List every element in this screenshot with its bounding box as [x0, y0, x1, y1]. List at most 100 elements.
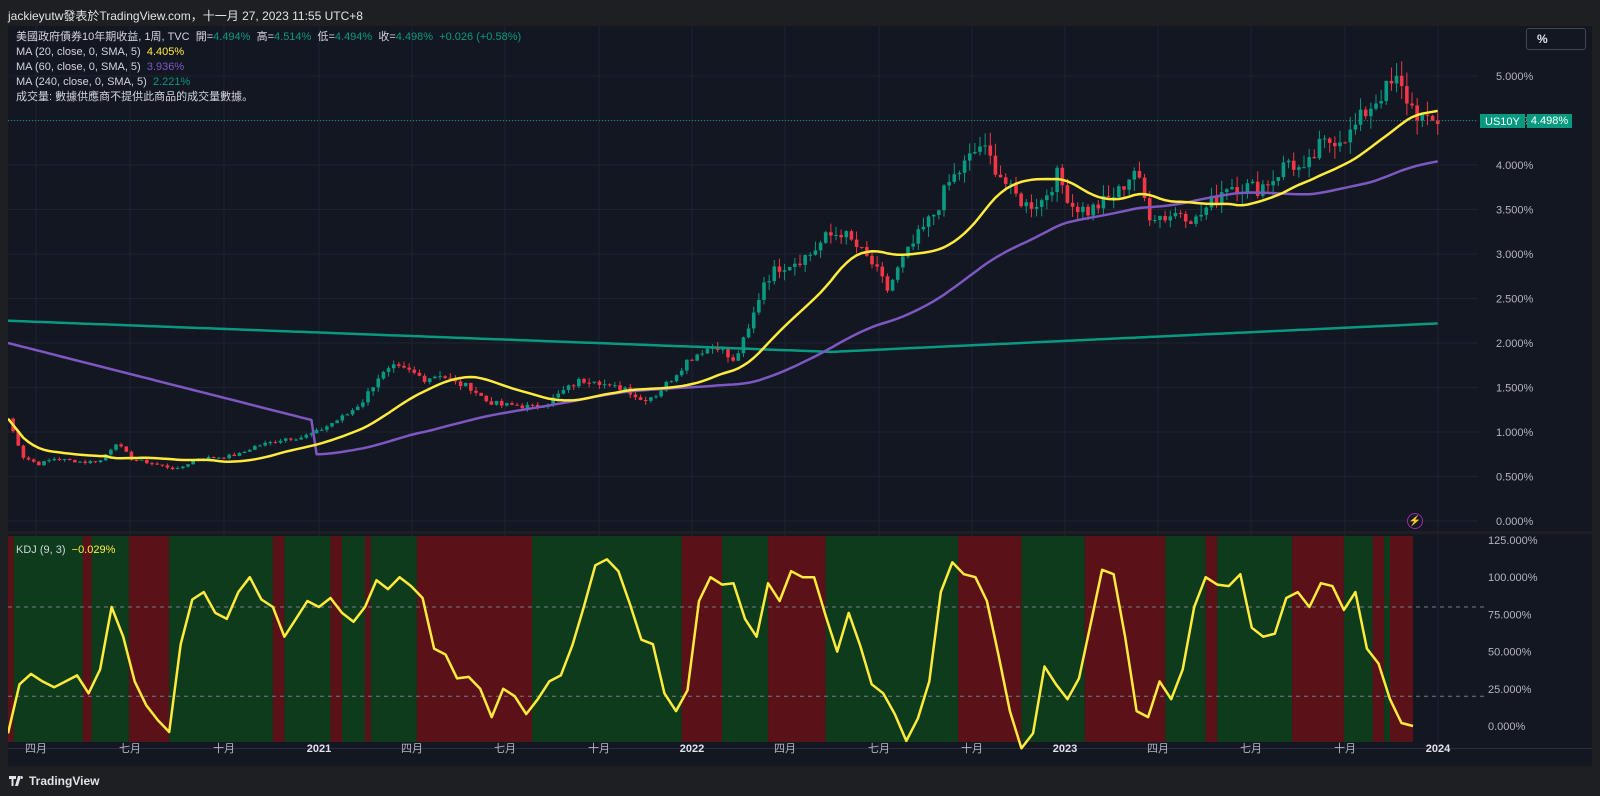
candle-body: [967, 153, 972, 161]
candle-body: [957, 172, 962, 175]
candle-body: [1430, 115, 1435, 121]
symbol-legend: 美國政府債券10年期收益, 1周, TVC 開=4.494% 高=4.514% …: [16, 30, 521, 45]
candle-body: [1358, 109, 1363, 125]
candle-body: [1363, 109, 1368, 117]
candlesticks: [11, 61, 1440, 471]
ma240-value: 2.221%: [152, 76, 191, 88]
candle-body: [1153, 219, 1157, 221]
candle-body: [88, 461, 93, 464]
candle-body: [757, 299, 761, 313]
tradingview-logo-icon: [9, 776, 24, 786]
candle-body: [417, 372, 422, 376]
candle-body: [1070, 202, 1075, 207]
candle-body: [1405, 86, 1409, 104]
ticker-label: US10Y: [1480, 114, 1525, 128]
candle-body: [823, 232, 828, 243]
candle-body: [1014, 183, 1018, 194]
candle-body: [998, 174, 1003, 178]
kdj-bull-zone: [1217, 536, 1293, 742]
last-price-tag: US10Y 4.498%: [1480, 114, 1573, 128]
footer: TradingView: [0, 766, 1600, 796]
candle-body: [443, 376, 447, 378]
candle-body: [1230, 187, 1234, 190]
candle-body: [530, 404, 535, 406]
candle-body: [289, 438, 293, 440]
candle-body: [505, 403, 509, 406]
candle-body: [93, 461, 98, 463]
candle-body: [1255, 181, 1260, 196]
lightning-icon[interactable]: ⚡: [1407, 513, 1423, 529]
candle-body: [1096, 204, 1101, 209]
kdj-bull-zone: [370, 536, 417, 742]
price-tick-label: 1.500%: [1496, 383, 1534, 395]
candle-body: [155, 463, 159, 465]
candle-body: [1101, 195, 1106, 209]
tradingview-logo[interactable]: TradingView: [9, 774, 99, 788]
chart-area[interactable]: 5.000%4.500%4.000%3.500%3.000%2.500%2.00…: [8, 26, 1592, 766]
candle-body: [463, 382, 468, 387]
candle-body: [109, 449, 113, 455]
candle-body: [242, 451, 247, 453]
ma60-legend: MA (60, close, 0, SMA, 5) 3.936%: [16, 60, 184, 75]
candle-body: [1194, 216, 1198, 224]
candle-body: [499, 400, 504, 406]
candle-body: [1322, 138, 1327, 140]
ma240-label: MA (240, close, 0, SMA, 5): [16, 76, 147, 88]
candle-body: [1235, 187, 1239, 194]
candle-body: [294, 439, 298, 441]
open-value: 4.494%: [213, 31, 251, 43]
price-tick-label: 4.000%: [1496, 160, 1534, 172]
change-value: +0.026 (+0.58%): [439, 31, 522, 43]
low-label: 低=: [317, 31, 335, 43]
candle-body: [273, 442, 278, 444]
candle-body: [623, 387, 627, 390]
unit-selector-button[interactable]: %: [1526, 28, 1586, 50]
candle-body: [83, 461, 87, 464]
kdj-bull-zone: [1343, 536, 1373, 742]
kdj-bull-zone: [1021, 536, 1085, 742]
footer-brand: TradingView: [29, 774, 100, 788]
publication-header: jackieyutw發表於TradingView.com，十一月 27, 202…: [0, 0, 1600, 26]
ma20-line: [8, 109, 1438, 463]
candle-body: [813, 250, 818, 255]
candle-body: [901, 256, 905, 268]
candle-body: [1333, 142, 1337, 147]
chart-canvas[interactable]: 5.000%4.500%4.000%3.500%3.000%2.500%2.00…: [8, 26, 1592, 766]
candle-body: [1178, 212, 1183, 214]
candle-body: [659, 390, 663, 397]
kdj-bear-zone: [1389, 536, 1413, 742]
candle-body: [685, 359, 689, 371]
candle-body: [772, 266, 777, 282]
ma20-legend: MA (20, close, 0, SMA, 5) 4.405%: [16, 45, 184, 60]
candle-body: [741, 337, 746, 354]
candle-body: [1137, 170, 1142, 178]
candle-body: [165, 465, 170, 468]
last-price-value: 4.498%: [1526, 114, 1573, 128]
candle-body: [669, 381, 674, 383]
kdj-tick-label: 75.000%: [1488, 609, 1532, 621]
candle-body: [57, 458, 62, 460]
candle-body: [695, 354, 699, 361]
candle-body: [1199, 214, 1203, 217]
candle-body: [859, 246, 864, 248]
time-axis-border: [8, 748, 1592, 749]
kdj-tick-label: 25.000%: [1488, 684, 1532, 696]
candle-body: [525, 404, 530, 409]
candle-body: [438, 376, 442, 378]
candle-body: [1420, 114, 1425, 121]
candle-body: [309, 433, 314, 435]
candle-body: [613, 385, 617, 387]
candle-body: [587, 382, 591, 384]
candle-body: [649, 397, 653, 401]
candle-body: [1374, 103, 1378, 109]
candle-body: [690, 359, 694, 361]
candle-body: [571, 385, 576, 387]
candle-body: [618, 385, 622, 390]
candle-body: [721, 349, 725, 351]
candle-body: [494, 400, 499, 405]
candle-body: [350, 410, 355, 415]
candle-body: [751, 312, 756, 329]
candle-body: [412, 369, 417, 373]
candle-body: [258, 445, 262, 447]
candle-body: [397, 364, 401, 366]
